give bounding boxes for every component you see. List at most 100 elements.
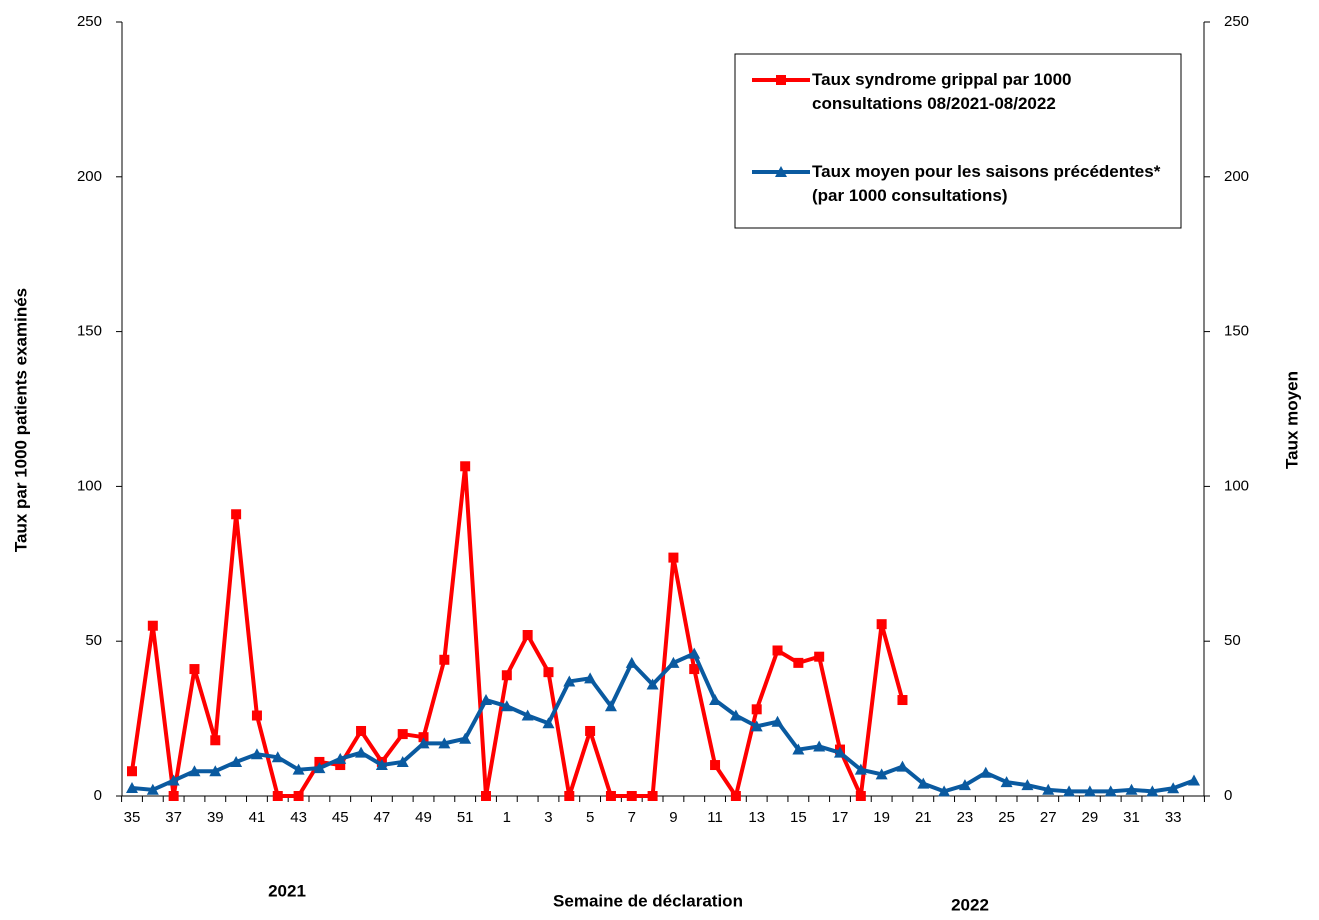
marker [710, 760, 721, 771]
x-tick-label: 5 [586, 809, 594, 826]
marker [563, 675, 576, 687]
legend-label: Taux syndrome grippal par 1000 consultat… [812, 70, 1072, 113]
marker [188, 765, 201, 777]
marker [813, 740, 826, 752]
marker [521, 709, 534, 721]
marker [1188, 774, 1200, 786]
marker [439, 654, 450, 665]
marker [1125, 783, 1138, 795]
marker [313, 762, 326, 774]
marker [1146, 785, 1159, 797]
legend-label: Taux moyen pour les saisons précédentes*… [812, 162, 1161, 205]
marker [625, 656, 638, 668]
y2-tick-label: 0 [1224, 787, 1232, 804]
marker [189, 664, 200, 675]
y-tick-label: 100 [77, 477, 102, 494]
marker [417, 737, 430, 749]
x-tick-label: 3 [544, 809, 552, 826]
marker [647, 791, 658, 801]
marker [355, 746, 368, 758]
x-tick-label: 37 [165, 809, 182, 826]
marker [730, 791, 741, 801]
marker [855, 791, 866, 801]
x-tick-label: 31 [1123, 809, 1140, 826]
marker [500, 700, 513, 712]
x-tick-label: 11 [707, 809, 723, 826]
marker [604, 700, 617, 712]
y2-tick-label: 100 [1224, 477, 1249, 494]
marker [271, 751, 284, 763]
marker [834, 746, 846, 758]
marker [147, 620, 158, 631]
x-tick-label: 25 [998, 809, 1015, 826]
marker [667, 656, 680, 668]
x-tick-label: 15 [790, 809, 807, 826]
marker [958, 779, 971, 791]
marker [209, 765, 222, 777]
series-line [130, 464, 905, 798]
marker [314, 756, 325, 767]
marker [522, 630, 533, 641]
x-tick-label: 35 [124, 809, 141, 826]
marker [793, 657, 804, 668]
marker [897, 695, 908, 706]
marker [167, 774, 180, 786]
x-axis-label: Semaine de déclaration [553, 891, 743, 910]
y-tick-label: 150 [77, 323, 102, 340]
marker [210, 735, 221, 746]
marker [792, 743, 805, 755]
y2-tick-label: 150 [1224, 323, 1249, 340]
marker [1083, 785, 1096, 797]
marker [334, 752, 347, 764]
marker [272, 791, 283, 801]
marker [146, 783, 159, 795]
marker [356, 725, 367, 736]
marker [168, 791, 179, 801]
marker [979, 766, 992, 778]
marker [709, 694, 722, 706]
marker [542, 717, 555, 729]
marker [418, 732, 429, 743]
x-tick-label: 45 [332, 809, 349, 826]
marker [772, 645, 783, 656]
annotation: 2022 [951, 895, 989, 914]
y2-tick-label: 200 [1224, 168, 1249, 185]
marker [854, 763, 867, 775]
x-tick-label: 27 [1040, 809, 1057, 826]
legend-marker [776, 75, 786, 85]
marker [585, 725, 596, 736]
marker [126, 781, 138, 793]
marker [1042, 783, 1055, 795]
marker [875, 768, 888, 780]
legend-marker [775, 166, 787, 177]
marker [250, 748, 263, 760]
y-axis-label: Taux par 1000 patients examinés [11, 288, 30, 552]
marker [335, 760, 346, 771]
marker [231, 509, 242, 520]
marker [1021, 779, 1034, 791]
x-tick-label: 21 [915, 809, 932, 826]
marker [292, 763, 305, 775]
x-tick-label: 9 [669, 809, 677, 826]
y-tick-label: 200 [77, 168, 102, 185]
marker [460, 461, 471, 472]
marker [397, 729, 408, 740]
marker [917, 777, 930, 789]
marker [876, 619, 887, 630]
x-tick-label: 19 [873, 809, 890, 826]
marker [584, 672, 597, 684]
marker [689, 664, 700, 675]
marker [814, 651, 825, 662]
marker [230, 755, 243, 767]
marker [396, 755, 409, 767]
x-tick-label: 47 [374, 809, 391, 826]
marker [293, 791, 304, 801]
marker [251, 710, 262, 721]
marker [438, 737, 451, 749]
marker [375, 759, 388, 771]
marker [771, 715, 784, 727]
marker [480, 694, 492, 706]
x-tick-label: 1 [503, 809, 511, 826]
marker [896, 760, 909, 772]
